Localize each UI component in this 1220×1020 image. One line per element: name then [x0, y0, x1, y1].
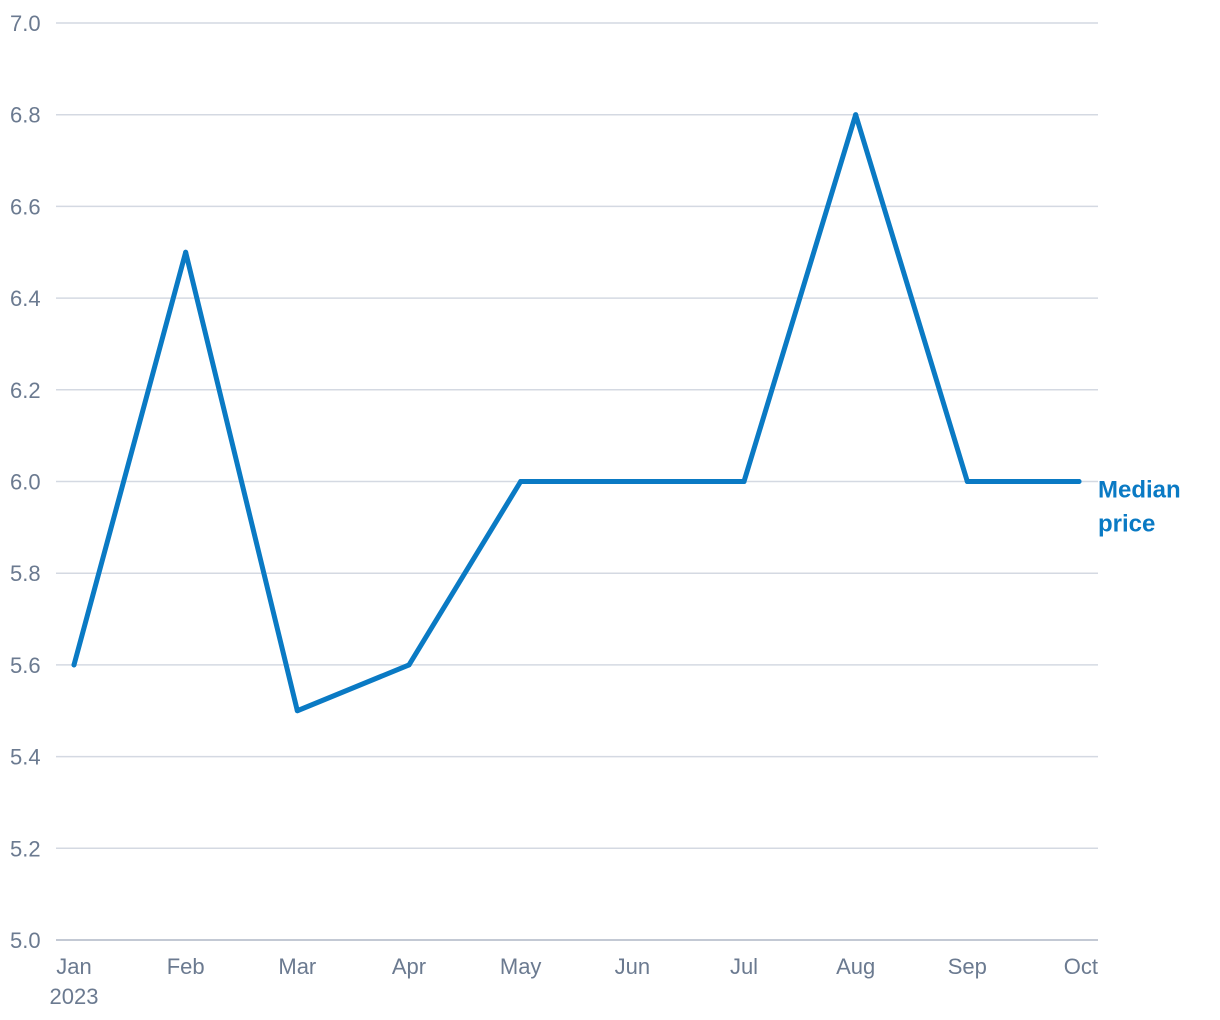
x-tick-label: Apr — [392, 954, 426, 979]
series-layer — [71, 112, 1082, 714]
y-tick-label: 5.6 — [10, 653, 41, 678]
x-tick-label: Oct — [1064, 954, 1098, 979]
y-tick-label: 6.8 — [10, 103, 41, 128]
x-tick-label: Mar — [278, 954, 316, 979]
data-point — [183, 249, 189, 255]
y-tick-label: 7.0 — [10, 11, 41, 36]
x-tick-label: Feb — [167, 954, 205, 979]
series-label: price — [1098, 511, 1155, 538]
x-tick-label: Jan — [56, 954, 91, 979]
x-tick-label: Sep — [948, 954, 987, 979]
data-point — [71, 662, 77, 668]
data-point — [294, 708, 300, 714]
series-labels: Median price — [1098, 477, 1181, 538]
data-point — [853, 112, 859, 118]
x-axis-ticks: Jan Feb Mar Apr May Jun Jul Aug Sep Oct 2023 — [50, 954, 1098, 1009]
series-label: Median — [1098, 477, 1181, 504]
data-point — [406, 662, 412, 668]
x-tick-label: Jul — [730, 954, 758, 979]
y-tick-label: 5.8 — [10, 561, 41, 586]
y-tick-label: 6.0 — [10, 470, 41, 495]
y-tick-label: 5.0 — [10, 928, 41, 953]
y-axis-ticks: 5.0 5.2 5.4 5.6 5.8 6.0 6.2 6.4 6.6 6.8 7.0 — [10, 11, 41, 953]
data-point — [629, 479, 635, 484]
x-tick-label: May — [500, 954, 542, 979]
y-tick-label: 6.6 — [10, 194, 41, 219]
y-tick-label: 5.2 — [10, 836, 41, 861]
x-tick-label: Aug — [836, 954, 875, 979]
y-tick-label: 5.4 — [10, 745, 41, 770]
series-line-median-price — [71, 112, 1082, 714]
data-point — [964, 479, 970, 484]
x-tick-year-label: 2023 — [50, 984, 99, 1009]
data-point — [1076, 479, 1082, 484]
y-tick-label: 6.2 — [10, 378, 41, 403]
data-point — [518, 479, 524, 484]
x-tick-label: Jun — [615, 954, 650, 979]
y-tick-label: 6.4 — [10, 286, 41, 311]
data-point — [741, 479, 747, 484]
